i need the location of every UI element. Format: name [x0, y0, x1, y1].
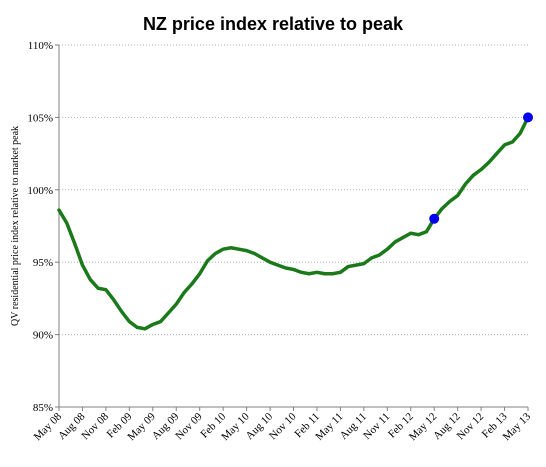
- gridlines: [59, 44, 528, 336]
- y-tick-label: 85%: [33, 402, 53, 414]
- y-tick-label: 105%: [27, 112, 53, 124]
- y-axis-ticks: 85% 90% 95% 100% 105% 110%: [27, 40, 53, 414]
- chart-title: NZ price index relative to peak: [143, 14, 404, 34]
- x-tick-label: Nov 11: [361, 411, 392, 442]
- highlighted-points: [429, 112, 533, 224]
- y-axis-label: QV residential price index relative to m…: [10, 126, 21, 326]
- x-tick-label: Nov 09: [173, 410, 205, 442]
- y-tick-label: 100%: [27, 185, 53, 197]
- series-layer: [57, 115, 530, 331]
- series-line: [57, 115, 530, 331]
- highlight-point: [523, 112, 533, 123]
- y-tick-label: 90%: [33, 330, 53, 342]
- axes: [55, 44, 529, 411]
- y-tick-label: 110%: [28, 40, 53, 52]
- x-tick-label: Nov 12: [455, 411, 487, 443]
- x-tick-label: Nov 08: [79, 410, 111, 442]
- y-tick-label: 95%: [33, 257, 53, 269]
- x-tick-label: Nov 10: [267, 410, 299, 442]
- highlight-point: [429, 213, 440, 224]
